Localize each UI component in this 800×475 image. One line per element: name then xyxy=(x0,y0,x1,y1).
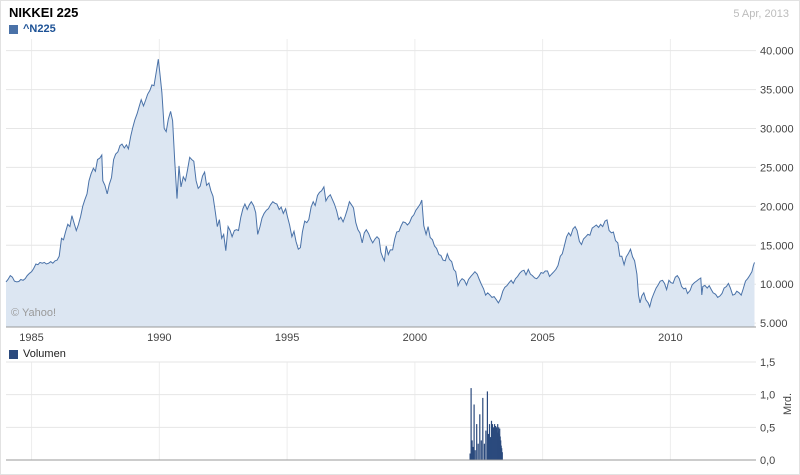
price-series-swatch-icon xyxy=(9,24,18,34)
svg-text:30.000: 30.000 xyxy=(760,124,794,136)
price-legend: ^N225 xyxy=(9,23,56,35)
svg-text:0,0: 0,0 xyxy=(760,455,775,467)
svg-text:35.000: 35.000 xyxy=(760,85,794,97)
volume-unit-label: Mrd. xyxy=(782,393,794,415)
svg-text:1,0: 1,0 xyxy=(760,390,775,402)
svg-text:0,5: 0,5 xyxy=(760,422,775,434)
svg-text:1985: 1985 xyxy=(19,332,43,344)
yahoo-watermark: © Yahoo! xyxy=(11,307,57,319)
svg-text:1,5: 1,5 xyxy=(760,357,775,369)
svg-text:20.000: 20.000 xyxy=(760,201,794,213)
svg-text:1990: 1990 xyxy=(147,332,171,344)
volume-series-swatch-icon xyxy=(9,349,18,359)
svg-text:2000: 2000 xyxy=(403,332,427,344)
svg-text:10.000: 10.000 xyxy=(760,279,794,291)
svg-text:1995: 1995 xyxy=(275,332,299,344)
svg-text:15.000: 15.000 xyxy=(760,240,794,252)
svg-text:2005: 2005 xyxy=(530,332,554,344)
volume-legend: Volumen xyxy=(9,348,66,360)
page-title: NIKKEI 225 xyxy=(9,5,79,20)
price-legend-label: ^N225 xyxy=(23,23,56,35)
svg-text:2010: 2010 xyxy=(658,332,682,344)
date-label: 5 Apr, 2013 xyxy=(733,8,789,20)
svg-text:5.000: 5.000 xyxy=(760,318,788,330)
svg-text:25.000: 25.000 xyxy=(760,162,794,174)
volume-legend-label: Volumen xyxy=(23,348,66,360)
svg-text:40.000: 40.000 xyxy=(760,46,794,58)
